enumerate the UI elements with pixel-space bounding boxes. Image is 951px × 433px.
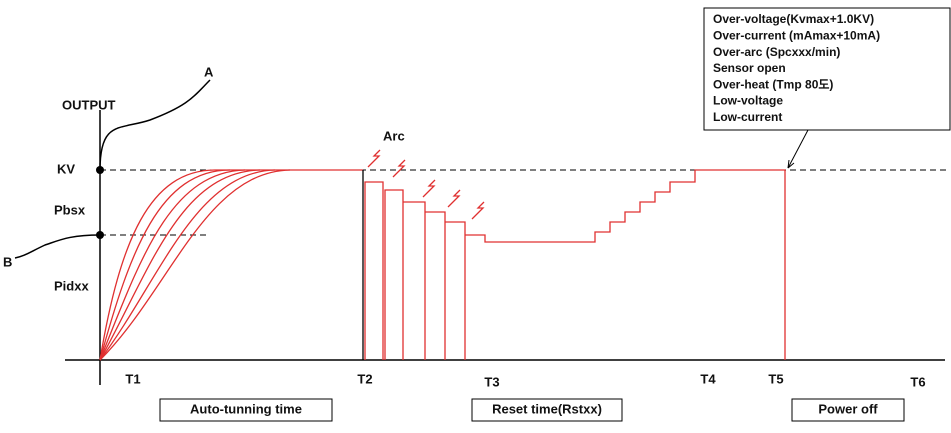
fault-item: Low-voltage xyxy=(713,94,783,108)
phase-label: Auto-tunning time xyxy=(190,401,302,416)
point-b xyxy=(96,231,104,239)
time-label: T1 xyxy=(125,371,140,386)
time-labels: T1 T2 T3 T4 T5 T6 xyxy=(125,371,925,389)
fault-item: Low-current xyxy=(713,110,782,124)
fault-item: Over-heat (Tmp 80도) xyxy=(713,77,833,91)
phase-label: Power off xyxy=(818,401,878,416)
leader-b xyxy=(15,235,100,258)
label-pidxx: Pidxx xyxy=(54,278,89,293)
fault-arrow xyxy=(788,130,808,168)
label-kv: KV xyxy=(57,161,75,176)
time-label: T2 xyxy=(357,371,372,386)
label-pbsx: Pbsx xyxy=(54,202,86,217)
reset-steps xyxy=(365,170,785,360)
point-a xyxy=(96,166,104,174)
leader-a xyxy=(100,80,210,170)
ramp-curves xyxy=(100,170,290,360)
time-label: T4 xyxy=(700,371,716,386)
label-arc: Arc xyxy=(383,128,405,143)
time-label: T5 xyxy=(768,371,783,386)
label-output: OUTPUT xyxy=(62,97,116,112)
fault-arrowhead xyxy=(788,160,794,168)
fault-item: Over-current (mAmax+10mA) xyxy=(713,28,880,42)
fault-item: Over-arc (Spcxxx/min) xyxy=(713,45,840,59)
time-label: T6 xyxy=(910,374,925,389)
fault-item: Over-voltage(Kvmax+1.0KV) xyxy=(713,12,874,26)
label-a: A xyxy=(204,64,214,79)
label-b: B xyxy=(3,254,12,269)
fault-item: Sensor open xyxy=(713,61,786,75)
time-label: T3 xyxy=(484,374,499,389)
phase-label: Reset time(Rstxx) xyxy=(492,401,602,416)
diagram: Over-voltage(Kvmax+1.0KV) Over-current (m… xyxy=(0,0,951,428)
